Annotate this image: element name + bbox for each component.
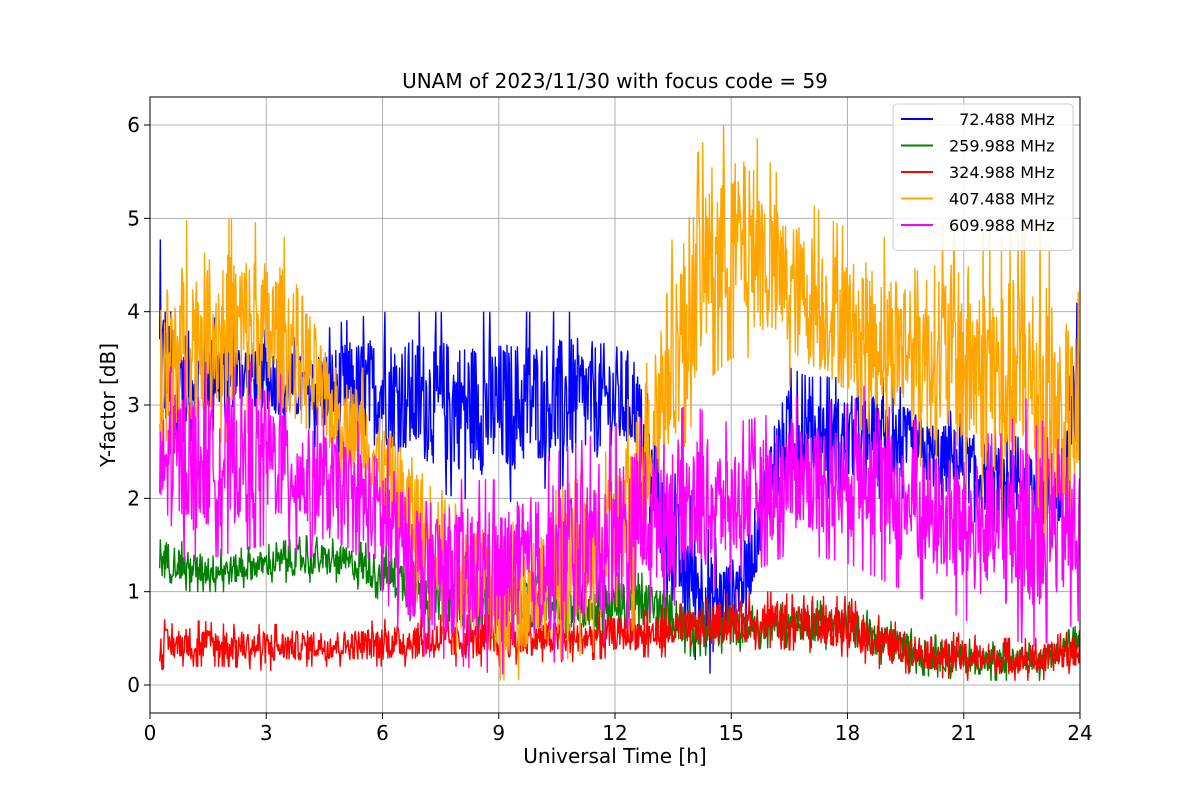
- legend-label: 609.988 MHz: [949, 216, 1054, 235]
- series-line-5: [159, 359, 1080, 675]
- y-tick-label: 6: [127, 113, 140, 137]
- x-tick-label: 24: [1067, 721, 1092, 745]
- x-tick-label: 6: [376, 721, 389, 745]
- x-tick-label: 15: [719, 721, 744, 745]
- y-axis-label: Y-factor [dB]: [96, 343, 120, 468]
- x-tick-label: 3: [260, 721, 273, 745]
- x-tick-label: 9: [492, 721, 505, 745]
- x-axis-label: Universal Time [h]: [523, 744, 706, 768]
- legend-label: 407.488 MHz: [949, 190, 1054, 209]
- y-tick-label: 0: [127, 673, 140, 697]
- legend-box: [892, 103, 1074, 251]
- y-tick-label: 5: [127, 206, 140, 230]
- legend-label: 72.488 MHz: [949, 110, 1054, 129]
- x-tick-label: 18: [835, 721, 860, 745]
- x-tick-label: 21: [951, 721, 976, 745]
- legend-label: 324.988 MHz: [949, 163, 1054, 182]
- legend-label: 259.988 MHz: [949, 137, 1054, 156]
- y-tick-label: 4: [127, 300, 140, 324]
- x-tick-label: 12: [602, 721, 627, 745]
- y-tick-label: 3: [127, 393, 140, 417]
- x-tick-label: 0: [144, 721, 157, 745]
- series-line-3: [159, 591, 1080, 681]
- plot-area: [159, 125, 1080, 681]
- legend: 72.488 MHz 259.988 MHz 324.988 MHz 407.488 …: [892, 103, 1074, 251]
- y-tick-label: 1: [127, 580, 140, 604]
- chart-title: UNAM of 2023/11/30 with focus code = 59: [402, 69, 828, 93]
- y-tick-label: 2: [127, 486, 140, 510]
